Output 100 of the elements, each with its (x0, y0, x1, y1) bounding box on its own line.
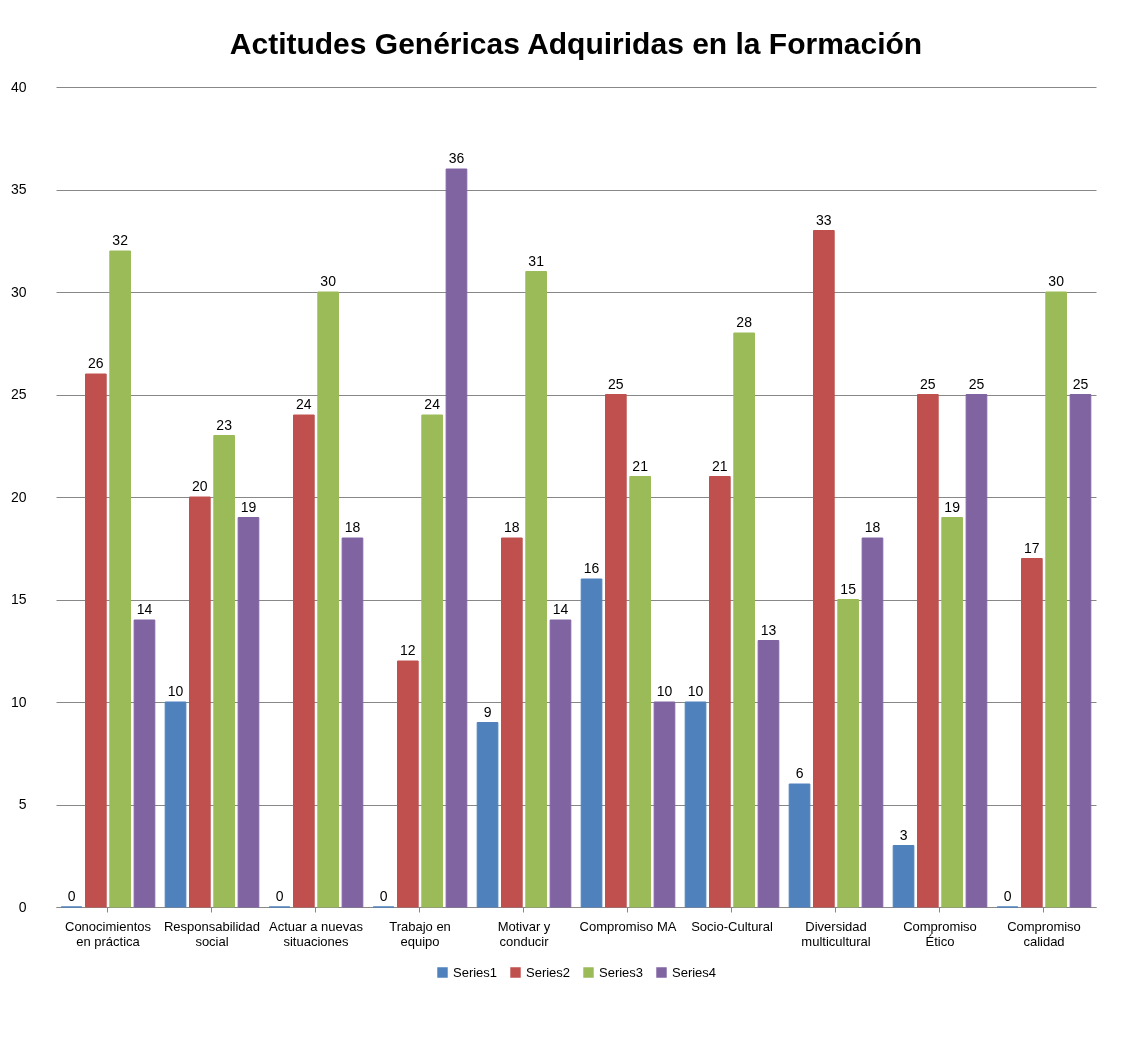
bar (476, 722, 499, 908)
y-tick-label: 20 (10, 488, 27, 505)
data-label: 0 (379, 888, 388, 904)
bar (397, 660, 419, 908)
bar (501, 537, 523, 908)
legend-label: Series1 (453, 964, 498, 980)
y-tick-label: 0 (18, 898, 27, 915)
y-tick-label: 5 (18, 796, 27, 812)
chart-title: Actitudes Genéricas Adquiridas en la Formación (229, 27, 923, 60)
bar (861, 537, 884, 908)
data-label: 14 (136, 601, 153, 617)
bar (580, 578, 603, 908)
data-label: 18 (864, 519, 881, 535)
y-tick-label: 35 (10, 181, 27, 197)
data-label: 30 (320, 273, 337, 289)
bar (709, 476, 731, 908)
x-tick-label: Responsabilidad social (163, 918, 261, 949)
bar (917, 394, 939, 908)
data-label: 15 (840, 580, 857, 597)
x-tick-label: Actuar a nuevas situaciones (269, 918, 364, 949)
data-label: 14 (552, 601, 569, 617)
data-label: 18 (504, 519, 520, 535)
data-label: 32 (112, 232, 129, 248)
x-tick-label: Socio-Cultural (691, 918, 773, 934)
bar (684, 701, 707, 908)
bar (341, 537, 364, 908)
bar (653, 701, 676, 908)
data-label: 12 (400, 642, 416, 658)
data-label: 18 (344, 519, 361, 535)
bar (421, 414, 443, 908)
data-label: 0 (1003, 888, 1012, 904)
y-tick-label: 25 (10, 386, 27, 402)
data-label: 19 (240, 498, 257, 515)
data-label: 3 (899, 826, 908, 843)
bar (85, 373, 107, 908)
data-label: 10 (656, 683, 673, 699)
y-tick-label: 15 (10, 591, 27, 607)
data-label: 16 (583, 560, 600, 576)
bar (892, 845, 915, 908)
bar (445, 168, 468, 908)
data-label: 30 (1048, 273, 1065, 289)
data-label: 28 (736, 314, 753, 330)
x-tick-label: Diversidad multicultural (801, 918, 871, 949)
legend-label: Series3 (599, 964, 644, 980)
bar (293, 414, 315, 908)
data-label: 13 (760, 621, 777, 638)
legend-label: Series4 (672, 964, 717, 980)
bar (757, 640, 780, 908)
data-label: 33 (816, 211, 832, 228)
bar (164, 701, 187, 908)
data-label: 26 (88, 355, 104, 371)
data-label: 24 (424, 396, 441, 412)
bar (837, 599, 859, 908)
data-label: 21 (712, 457, 728, 474)
x-tick-label: Motivar y conducir (497, 918, 551, 949)
y-tick-label: 40 (10, 78, 27, 95)
data-label: 9 (483, 703, 492, 720)
bar (788, 783, 811, 908)
bar (109, 250, 131, 908)
data-label: 23 (216, 416, 233, 433)
bar (1021, 558, 1043, 908)
bar (525, 271, 547, 908)
bar (549, 619, 572, 908)
bar (1069, 394, 1092, 908)
data-label: 21 (632, 457, 649, 474)
data-label: 10 (687, 683, 704, 699)
data-label: 0 (67, 888, 76, 904)
data-label: 25 (920, 375, 936, 392)
data-label: 25 (608, 375, 624, 392)
data-label: 25 (968, 375, 985, 392)
bar (133, 619, 156, 908)
data-label: 31 (528, 252, 545, 269)
data-label: 25 (1072, 375, 1089, 392)
x-tick-label: Trabajo en equipo (389, 918, 451, 949)
data-label: 6 (795, 765, 804, 781)
bar (1045, 291, 1067, 908)
data-label: 24 (296, 396, 312, 412)
bar (213, 435, 235, 908)
x-tick-label: Conocimientos en práctica (65, 918, 152, 949)
data-label: 19 (944, 498, 961, 515)
bar (733, 332, 755, 908)
bar (965, 394, 988, 908)
x-tick-label: Compromiso Ético (903, 918, 977, 949)
bar (941, 517, 963, 908)
y-tick-label: 30 (10, 283, 27, 300)
data-label: 10 (167, 683, 184, 699)
bar (605, 394, 627, 908)
x-tick-label: Compromiso MA (579, 918, 677, 934)
data-label: 17 (1024, 539, 1040, 556)
legend-label: Series2 (526, 964, 571, 980)
bar (237, 517, 260, 908)
bar (189, 496, 211, 908)
bar (629, 476, 651, 908)
data-label: 0 (275, 888, 284, 904)
data-label: 20 (192, 478, 208, 494)
data-label: 36 (448, 150, 465, 166)
bar (813, 230, 835, 908)
y-tick-label: 10 (10, 693, 27, 710)
x-tick-label: Compromiso calidad (1007, 918, 1081, 949)
bar (317, 291, 339, 908)
